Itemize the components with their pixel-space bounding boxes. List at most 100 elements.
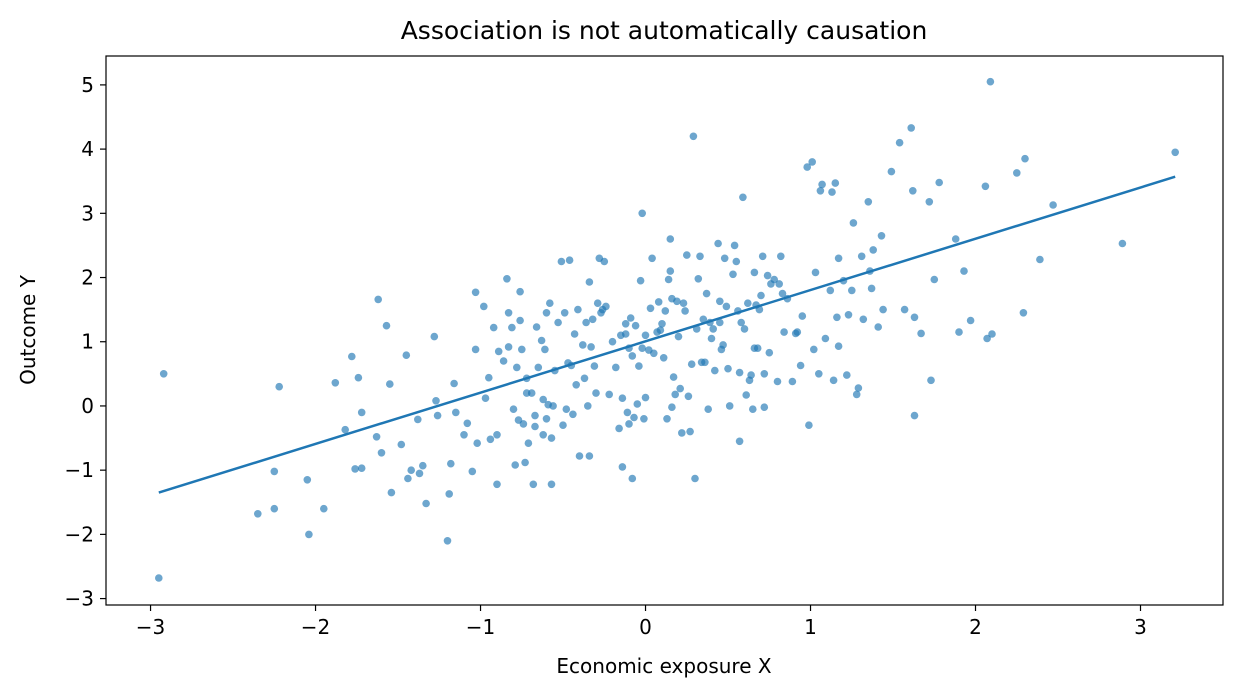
data-point — [623, 408, 632, 417]
data-point — [788, 377, 797, 386]
data-point — [654, 298, 663, 306]
data-point — [579, 341, 587, 349]
data-point — [887, 167, 896, 176]
data-point — [1049, 201, 1057, 209]
data-point — [504, 309, 513, 317]
data-point — [658, 320, 666, 328]
data-point — [777, 252, 785, 261]
data-point — [674, 332, 683, 341]
data-point — [443, 537, 452, 545]
data-point — [621, 330, 630, 338]
data-point — [348, 352, 356, 361]
data-point — [534, 363, 543, 372]
data-point — [646, 304, 655, 313]
data-point — [503, 275, 511, 283]
data-point — [320, 504, 328, 513]
data-point — [867, 284, 876, 293]
data-point — [628, 352, 637, 360]
y-axis-label: Outcome Y — [16, 274, 40, 385]
data-point — [798, 312, 807, 320]
data-point — [683, 251, 691, 259]
y-axis-ticks: −3 −2 −1 0 1 2 3 4 5 — [65, 73, 106, 611]
data-point — [927, 376, 935, 385]
data-point — [419, 461, 427, 470]
data-point — [735, 368, 744, 377]
data-point — [493, 431, 501, 439]
x-tick-label: 2 — [969, 615, 982, 639]
data-point — [159, 370, 168, 378]
data-point — [518, 345, 526, 354]
data-point — [983, 334, 991, 343]
data-point — [661, 307, 670, 315]
data-point — [546, 299, 554, 308]
data-point — [770, 275, 778, 284]
data-point — [565, 256, 574, 265]
data-point — [386, 380, 394, 388]
data-point — [521, 458, 529, 467]
data-point — [460, 431, 468, 439]
data-point — [407, 466, 416, 475]
data-point — [696, 252, 704, 261]
data-point — [582, 318, 590, 327]
data-point — [722, 302, 731, 311]
data-point — [485, 373, 493, 382]
data-point — [516, 287, 524, 296]
y-tick-label: 2 — [81, 266, 94, 290]
data-point — [763, 271, 772, 280]
data-point — [709, 325, 717, 333]
data-point — [588, 315, 597, 324]
data-point — [489, 323, 498, 332]
y-tick-label: 0 — [81, 394, 94, 418]
data-point — [1019, 309, 1028, 317]
data-point — [357, 464, 366, 473]
data-point — [341, 425, 350, 434]
data-point — [702, 289, 711, 298]
data-point — [818, 180, 826, 189]
data-point — [681, 307, 689, 315]
data-point — [852, 390, 861, 399]
data-point — [641, 393, 650, 402]
data-point — [621, 320, 630, 328]
data-point — [539, 431, 547, 439]
data-point — [740, 325, 749, 333]
data-point — [511, 461, 519, 469]
data-point — [382, 321, 391, 330]
data-point — [753, 344, 762, 353]
data-point — [404, 474, 412, 483]
data-point — [724, 364, 732, 373]
data-point — [864, 198, 873, 206]
plot-frame — [105, 55, 1224, 606]
data-point — [689, 132, 698, 141]
data-point — [625, 420, 633, 428]
y-tick-label: −3 — [65, 587, 94, 611]
data-point — [508, 323, 516, 332]
data-point — [678, 429, 686, 437]
data-point — [778, 289, 787, 298]
data-point — [593, 299, 602, 308]
data-point — [303, 476, 312, 484]
data-point — [668, 403, 676, 412]
data-point — [468, 467, 477, 476]
data-point — [354, 373, 363, 382]
data-point — [648, 254, 656, 263]
data-point — [869, 246, 877, 254]
data-point — [529, 480, 538, 489]
data-point — [574, 305, 582, 314]
data-point — [618, 394, 627, 403]
data-point — [592, 389, 600, 397]
data-point — [874, 323, 882, 331]
data-point — [1036, 255, 1044, 264]
data-point — [843, 371, 851, 379]
data-point — [765, 348, 774, 357]
data-point — [357, 408, 366, 417]
data-point — [542, 415, 551, 423]
data-point — [694, 275, 703, 283]
data-point — [704, 405, 712, 414]
data-point — [833, 313, 841, 322]
data-point — [155, 574, 163, 582]
data-point — [270, 504, 279, 513]
x-tick-label: 3 — [1134, 615, 1147, 639]
data-point — [656, 326, 665, 335]
data-point — [542, 309, 551, 317]
